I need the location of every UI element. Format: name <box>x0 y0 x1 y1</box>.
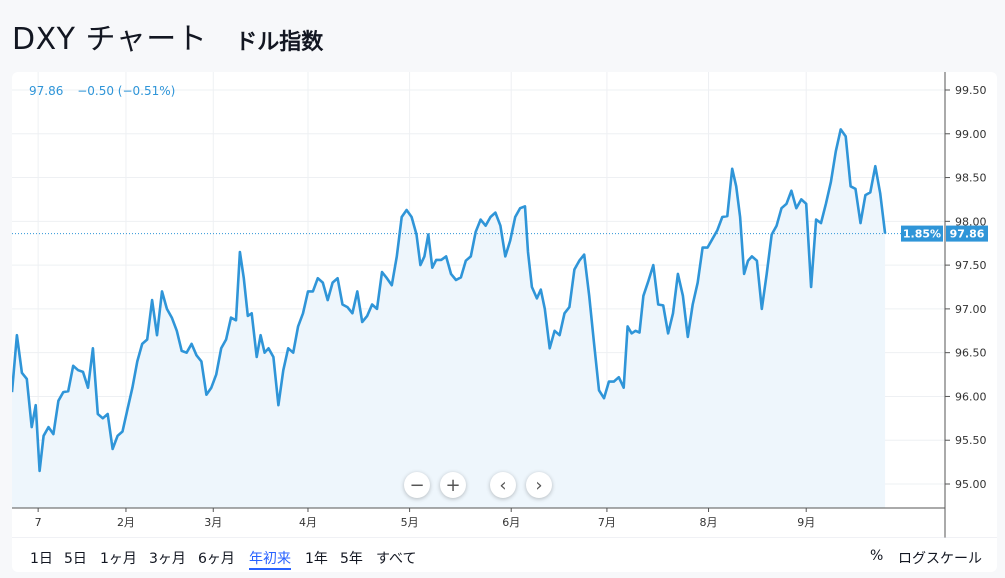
log-scale-button[interactable]: ログスケール <box>898 551 982 567</box>
zoom-out-button[interactable]: − <box>404 472 430 498</box>
active-range-underline <box>249 568 291 570</box>
range-button-3[interactable]: 3ヶ月 <box>149 551 186 567</box>
y-tick-label: 98.50 <box>955 172 987 185</box>
range-button-8[interactable]: すべて <box>376 551 417 567</box>
x-tick-label: 8月 <box>700 516 718 529</box>
legend-change: −0.50 (−0.51%) <box>77 84 176 98</box>
range-button-7[interactable]: 5年 <box>340 551 363 567</box>
range-button-0[interactable]: 1日 <box>30 551 53 567</box>
percent-scale-button[interactable]: % <box>870 548 884 564</box>
x-tick-label: 6月 <box>502 516 520 529</box>
x-tick-label: 9月 <box>797 516 815 529</box>
range-button-6[interactable]: 1年 <box>305 551 328 567</box>
scroll-left-button[interactable]: ‹ <box>490 472 516 498</box>
page-title: DXY チャート <box>12 22 208 57</box>
x-tick-label: 7 <box>35 516 42 529</box>
area-fill <box>12 129 886 508</box>
x-tick-label: 5月 <box>401 516 419 529</box>
price-legend: 97.86 −0.50 (−0.51%) <box>29 84 185 98</box>
percent-tag-text: 1.85% <box>903 228 941 241</box>
range-button-5[interactable]: 年初来 <box>249 551 291 567</box>
y-tick-label: 96.00 <box>955 390 987 403</box>
price-tag-bg <box>946 225 988 242</box>
y-tick-label: 99.00 <box>955 128 987 141</box>
x-tick-label: 7月 <box>598 516 616 529</box>
x-tick-label: 2月 <box>117 516 135 529</box>
x-tick-label: 4月 <box>299 516 317 529</box>
y-tick-label: 95.50 <box>955 434 987 447</box>
range-button-1[interactable]: 5日 <box>64 551 87 567</box>
y-tick-label: 95.00 <box>955 478 987 491</box>
zoom-in-button[interactable]: + <box>440 472 466 498</box>
range-button-2[interactable]: 1ヶ月 <box>100 551 137 567</box>
price-tag-text: 97.86 <box>950 228 985 241</box>
y-tick-label: 99.50 <box>955 84 987 97</box>
page-header: DXY チャート ドル指数 <box>12 14 323 58</box>
chart-canvas[interactable]: 95.00 95.50 96.00 96.50 97.00 97.50 98.00 98.50… <box>12 72 997 538</box>
range-button-4[interactable]: 6ヶ月 <box>198 551 235 567</box>
page-subtitle: ドル指数 <box>235 30 324 55</box>
range-toolbar: % ログスケール 1日 5日 1ヶ月 3ヶ月 6ヶ月 年初来 1年 5年 すべて <box>12 538 997 572</box>
legend-price: 97.86 <box>29 84 64 98</box>
chart-card: 95.00 95.50 96.00 96.50 97.00 97.50 98.00 98.50… <box>12 72 997 572</box>
percent-tag-bg <box>901 225 943 242</box>
y-tick-label: 97.50 <box>955 259 987 272</box>
y-tick-label: 96.50 <box>955 347 987 360</box>
x-tick-label: 3月 <box>204 516 222 529</box>
y-tick-label: 98.00 <box>955 215 987 228</box>
scroll-right-button[interactable]: › <box>526 472 552 498</box>
price-line <box>12 128 887 473</box>
y-tick-label: 97.00 <box>955 303 987 316</box>
